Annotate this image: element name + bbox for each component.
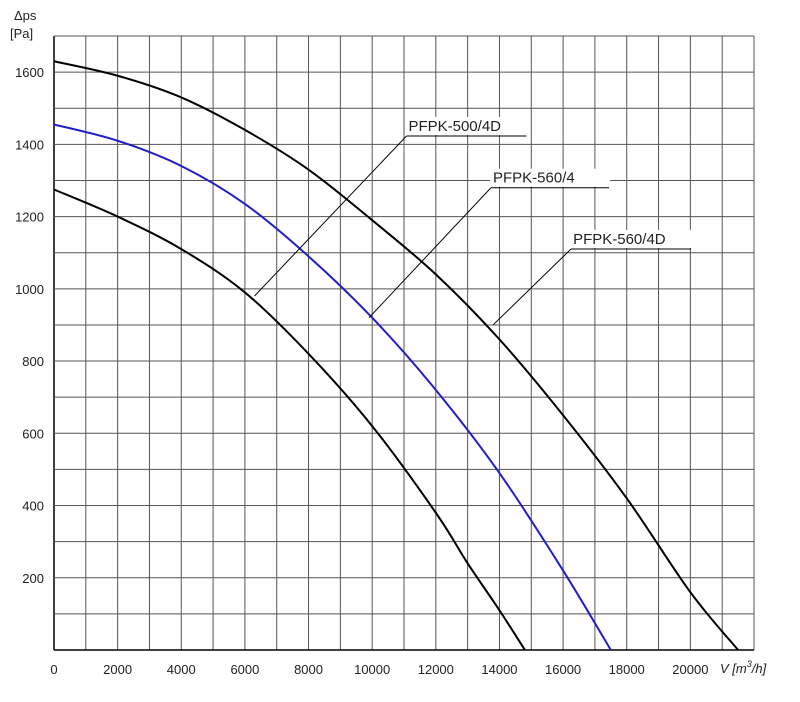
x-axis-label-prefix: V [m bbox=[720, 661, 747, 676]
y-tick-label: 800 bbox=[22, 354, 44, 369]
callout-leader-pfpk-560-4 bbox=[368, 187, 492, 319]
y-tick-label: 1600 bbox=[15, 65, 44, 80]
x-tick-label: 16000 bbox=[545, 662, 581, 677]
grid bbox=[53, 35, 755, 651]
y-tick-label: 400 bbox=[22, 499, 44, 514]
y-axis-label-line2: [Pa] bbox=[10, 26, 33, 41]
callout-label-pfpk-500-4d: PFPK-500/4D bbox=[408, 118, 501, 135]
x-tick-label: 8000 bbox=[294, 662, 323, 677]
x-tick-label: 14000 bbox=[481, 662, 517, 677]
callouts: PFPK-500/4D PFPK-560/4 PFPK-560/4D bbox=[254, 117, 693, 326]
series-line-pfpk-560-4d bbox=[53, 60, 739, 651]
callout-bg-pfpk-500-4d bbox=[405, 117, 528, 136]
y-tick-label: 1000 bbox=[15, 282, 44, 297]
callout-leader-pfpk-500-4d bbox=[254, 135, 407, 297]
callout-label-pfpk-560-4: PFPK-560/4 bbox=[493, 170, 575, 187]
y-tick-label: 200 bbox=[22, 571, 44, 586]
callout-bg-pfpk-560-4 bbox=[490, 168, 610, 187]
series-line-pfpk-560-4 bbox=[53, 123, 612, 651]
x-tick-label: 10000 bbox=[354, 662, 390, 677]
callout-label-pfpk-560-4d: PFPK-560/4D bbox=[573, 231, 666, 248]
tick-labels: 0 2000 4000 6000 8000 10000 12000 14000 16000 180… bbox=[15, 65, 708, 677]
x-tick-label: 18000 bbox=[609, 662, 645, 677]
x-axis-label-sup: 3 bbox=[747, 659, 752, 669]
x-tick-label: 6000 bbox=[230, 662, 259, 677]
y-tick-label: 1400 bbox=[15, 137, 44, 152]
x-tick-label: 0 bbox=[50, 662, 57, 677]
callout-leader-pfpk-560-4d bbox=[492, 248, 572, 326]
y-axis-label-line1: Δps bbox=[14, 8, 37, 23]
series bbox=[53, 60, 739, 651]
callout-bg-pfpk-560-4d bbox=[570, 229, 693, 248]
series-line-pfpk-500-4d bbox=[53, 188, 526, 651]
x-tick-label: 2000 bbox=[103, 662, 132, 677]
x-axis-label-suffix: /h] bbox=[751, 661, 767, 676]
x-tick-label: 4000 bbox=[167, 662, 196, 677]
x-axis-label: V [m3/h] bbox=[720, 659, 767, 676]
axes: Δps [Pa] V [m3/h] bbox=[10, 8, 767, 676]
x-tick-label: 20000 bbox=[672, 662, 708, 677]
y-tick-label: 1200 bbox=[15, 210, 44, 225]
y-tick-label: 600 bbox=[22, 426, 44, 441]
x-tick-label: 12000 bbox=[418, 662, 454, 677]
